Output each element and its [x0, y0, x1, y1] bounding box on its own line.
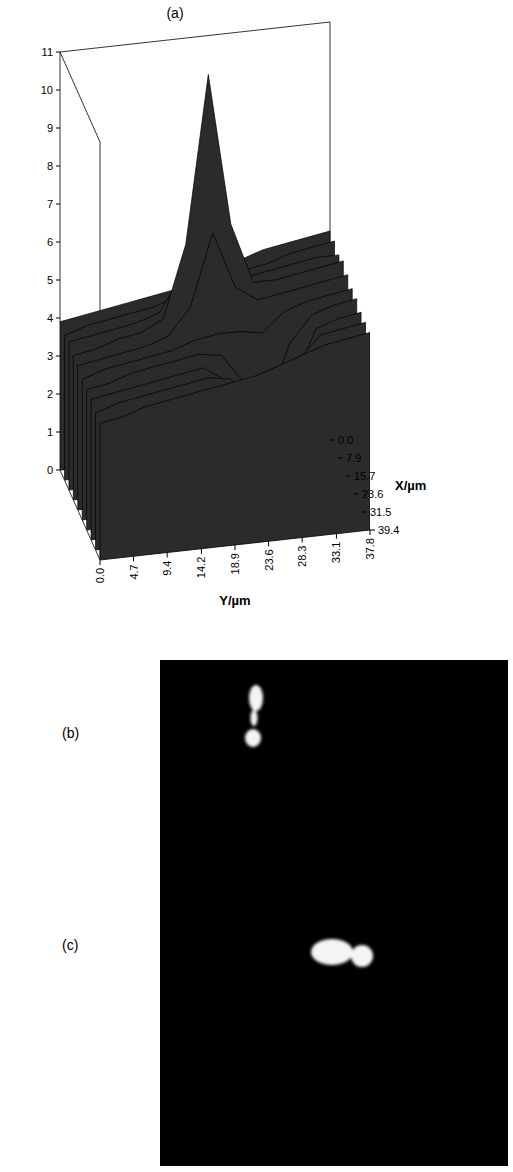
z-tick: [56, 280, 60, 281]
x-tick-label: 0.0: [338, 434, 353, 446]
bright-object: [249, 685, 263, 711]
y-tick: [370, 530, 371, 535]
x-tick-label: 15.7: [354, 470, 375, 482]
panel-label: (b): [62, 725, 79, 741]
bright-object: [251, 710, 258, 726]
y-tick: [100, 560, 101, 565]
y-tick-label: 37.8: [364, 538, 376, 559]
y-tick: [268, 541, 269, 546]
z-tick-label: 6: [47, 236, 53, 248]
bright-object: [245, 729, 261, 747]
z-tick-label: 4: [47, 312, 53, 324]
x-tick: [370, 530, 375, 531]
micrograph: [160, 660, 508, 1166]
surface: [60, 75, 370, 560]
y-tick-label: 33.1: [330, 542, 342, 563]
z-tick: [56, 242, 60, 243]
z-tick: [56, 52, 60, 53]
z-axis: 0 1 2 3 4 5 6 7 8 9 10 11: [41, 46, 60, 476]
x-tick-label: 31.5: [370, 506, 391, 518]
y-tick-label: 9.4: [161, 561, 173, 576]
y-axis: 0.0 4.7 9.4 14.2 18.9 23.6 28.3 33.1 37.8: [94, 530, 376, 583]
z-tick: [56, 470, 60, 471]
panel-label: (c): [62, 937, 78, 953]
surface-row: [100, 332, 370, 560]
x-tick: [338, 458, 343, 459]
x-tick-label: 23.6: [362, 488, 383, 500]
z-tick-label: 9: [47, 122, 53, 134]
frame-edge: [60, 22, 330, 52]
frame-edge: [60, 52, 100, 142]
y-tick-label: 14.2: [195, 557, 207, 578]
x-tick: [354, 493, 359, 494]
z-tick-label: 10: [41, 84, 53, 96]
z-tick: [56, 356, 60, 357]
bright-object: [351, 945, 373, 967]
z-tick-label: 2: [47, 388, 53, 400]
z-tick-label: 1: [47, 426, 53, 438]
x-tick-label: 39.4: [378, 524, 399, 536]
y-tick-label: 0.0: [94, 568, 106, 583]
y-tick: [133, 556, 134, 561]
x-axis-title: X/µm: [395, 478, 426, 493]
z-tick-label: 0: [47, 464, 53, 476]
y-tick: [336, 534, 337, 539]
y-tick-label: 28.3: [296, 546, 308, 567]
frame: [60, 22, 370, 560]
z-tick: [56, 128, 60, 129]
z-tick: [56, 394, 60, 395]
x-tick: [346, 475, 351, 476]
x-tick: [362, 511, 367, 512]
z-tick-label: 11: [42, 46, 53, 58]
figure: (a) 0 1 2 3 4 5 6 7 8 9 10 11 0.0 4.7 9.4 14.2 18.9 23.6 28…: [0, 0, 513, 1172]
z-tick: [56, 432, 60, 433]
z-tick: [56, 204, 60, 205]
z-tick: [56, 166, 60, 167]
micrograph-objects: [245, 685, 373, 967]
z-tick: [56, 90, 60, 91]
x-tick: [330, 440, 335, 441]
y-tick-label: 18.9: [229, 553, 241, 574]
y-tick-label: 4.7: [128, 564, 140, 579]
bright-object: [311, 939, 353, 965]
x-tick-label: 7.9: [346, 452, 361, 464]
x-axis: 0.0 7.9 15.7 23.6 31.5 39.4: [330, 434, 399, 536]
z-tick-label: 7: [47, 198, 53, 210]
z-tick-label: 8: [47, 160, 53, 172]
z-tick: [56, 318, 60, 319]
y-tick-label: 23.6: [263, 549, 275, 570]
z-tick-label: 5: [47, 274, 53, 286]
y-tick: [167, 553, 168, 558]
y-axis-title: Y/µm: [219, 593, 250, 608]
y-tick: [302, 538, 303, 543]
y-tick: [201, 549, 202, 554]
panel-label: (a): [166, 5, 183, 21]
z-tick-label: 3: [47, 350, 53, 362]
y-tick: [235, 545, 236, 550]
